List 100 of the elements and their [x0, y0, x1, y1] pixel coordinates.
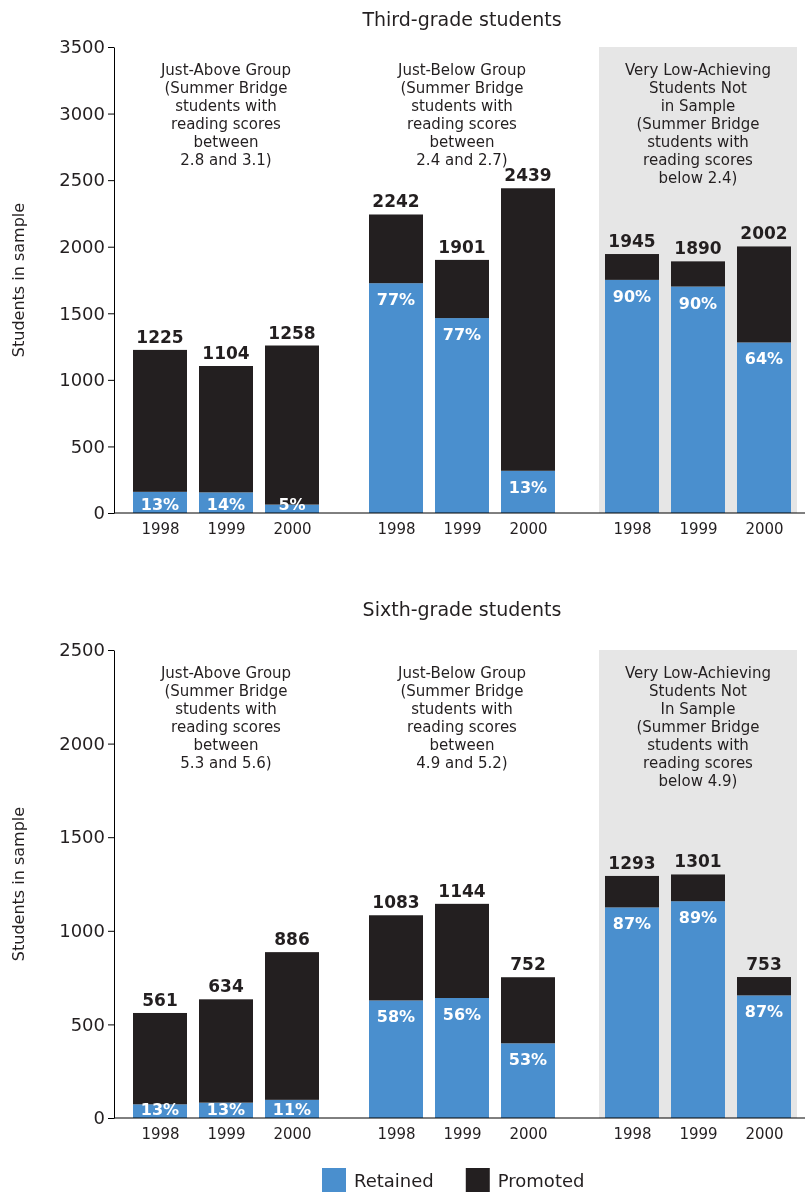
x-tick-label: 1999 [679, 519, 718, 538]
y-tick-label: 1000 [59, 369, 105, 391]
bar [605, 279, 659, 513]
annotation: 64% [744, 349, 784, 369]
total-label: 2242 [372, 191, 420, 212]
y-tick-label: 3000 [59, 102, 105, 124]
bar [435, 318, 489, 513]
annotation: 13% [206, 1100, 246, 1119]
bar [501, 977, 555, 1044]
y-tick-label: 0 [93, 502, 105, 524]
y-tick-label: 1000 [59, 920, 105, 942]
bar [435, 998, 489, 1118]
bar [265, 952, 319, 1100]
bar [199, 999, 253, 1103]
total-label: 753 [746, 954, 782, 975]
annotation: 13% [140, 1100, 180, 1119]
annotation: 14% [206, 495, 246, 514]
total-label: 1258 [268, 322, 316, 343]
x-tick-label: 1998 [613, 1124, 652, 1143]
bar [605, 254, 659, 280]
x-tick-label: 2000 [273, 1124, 312, 1143]
total-label: 1293 [608, 852, 656, 873]
x-tick-label: 1998 [377, 519, 416, 538]
x-tick-label: 1999 [443, 519, 482, 538]
annotation: 87% [744, 1002, 784, 1022]
total-label: 1301 [674, 851, 722, 872]
annotation: 89% [678, 908, 718, 928]
total-label: 561 [142, 989, 178, 1010]
text: Just-Below Group (Summer Bridge students with reading scores between 4.9 and 5.2) [396, 664, 527, 772]
bar [671, 286, 725, 513]
x-tick-label: 1999 [443, 1124, 482, 1143]
text: Very Low-Achieving Students Not In Sample (Summer Bridge students with reading scores below 4.9) [625, 664, 771, 790]
annotation: 13% [508, 477, 548, 497]
y-tick-label: 2500 [59, 639, 105, 661]
bar [737, 246, 791, 343]
bar [671, 901, 725, 1118]
bar [605, 907, 659, 1118]
total-label: 1083 [372, 892, 420, 913]
x-tick-label: 2000 [273, 519, 312, 538]
y-tick-label: 500 [70, 435, 105, 457]
bar [737, 977, 791, 996]
total-label: 1901 [438, 236, 486, 257]
y-tick-label: 2000 [59, 235, 105, 257]
bar [369, 283, 423, 513]
x-tick-label: 1998 [613, 519, 652, 538]
chart-title: Third-grade students [361, 8, 562, 30]
text: Very Low-Achieving Students Not in Sample (Summer Bridge students with reading scores below 2.4) [625, 61, 771, 187]
bar [199, 366, 253, 493]
bar [501, 1043, 555, 1118]
y-tick-label: 2500 [59, 169, 105, 191]
annotation: 11% [272, 1100, 312, 1119]
total-label: 2002 [740, 223, 788, 244]
legend-label: Promoted [497, 1170, 585, 1191]
x-tick-label: 2000 [745, 1124, 784, 1143]
annotation: 13% [140, 495, 180, 514]
text: Just-Above Group (Summer Bridge students with reading scores between 2.8 and 3.1) [159, 61, 292, 169]
x-tick-label: 1999 [207, 519, 246, 538]
y-tick-label: 500 [70, 1013, 105, 1035]
bar [369, 915, 423, 1001]
text: Just-Above Group (Summer Bridge students with reading scores between 5.3 and 5.6) [159, 664, 292, 772]
total-label: 1144 [438, 880, 486, 901]
bar [435, 903, 489, 998]
bar [671, 261, 725, 287]
annotation: 90% [612, 286, 652, 306]
bar [133, 1012, 187, 1105]
chart-title: Sixth-grade students [362, 598, 562, 620]
y-tick-label: 3500 [59, 36, 105, 58]
bar [435, 259, 489, 319]
x-tick-label: 2000 [745, 519, 784, 538]
y-tick-label: 1500 [59, 302, 105, 324]
x-tick-label: 1998 [141, 1124, 180, 1143]
legend-label: Retained [354, 1170, 434, 1191]
annotation: 90% [678, 293, 718, 313]
bar [605, 875, 659, 908]
y-tick-label: 2000 [59, 732, 105, 754]
bar [501, 188, 555, 471]
bar [737, 342, 791, 513]
total-label: 1890 [674, 238, 722, 259]
annotation: 87% [612, 914, 652, 934]
annotation: 58% [376, 1007, 416, 1027]
bar [671, 874, 725, 902]
x-tick-label: 1999 [207, 1124, 246, 1143]
bar [369, 1000, 423, 1118]
annotation: 77% [442, 325, 482, 345]
x-tick-label: 1999 [679, 1124, 718, 1143]
x-tick-label: 1998 [377, 1124, 416, 1143]
bar [737, 995, 791, 1118]
total-label: 752 [510, 954, 546, 975]
y-axis-title: Students in sample [9, 806, 28, 962]
y-axis-title: Students in sample [9, 202, 28, 358]
total-label: 1945 [608, 231, 656, 252]
total-label: 634 [208, 976, 244, 997]
y-tick-label: 0 [93, 1107, 105, 1129]
x-tick-label: 2000 [509, 1124, 548, 1143]
total-label: 1104 [202, 343, 250, 364]
total-label: 1225 [136, 326, 184, 347]
x-tick-label: 1998 [141, 519, 180, 538]
x-tick-label: 2000 [509, 519, 548, 538]
annotation: 77% [376, 290, 416, 310]
total-label: 886 [274, 929, 310, 950]
